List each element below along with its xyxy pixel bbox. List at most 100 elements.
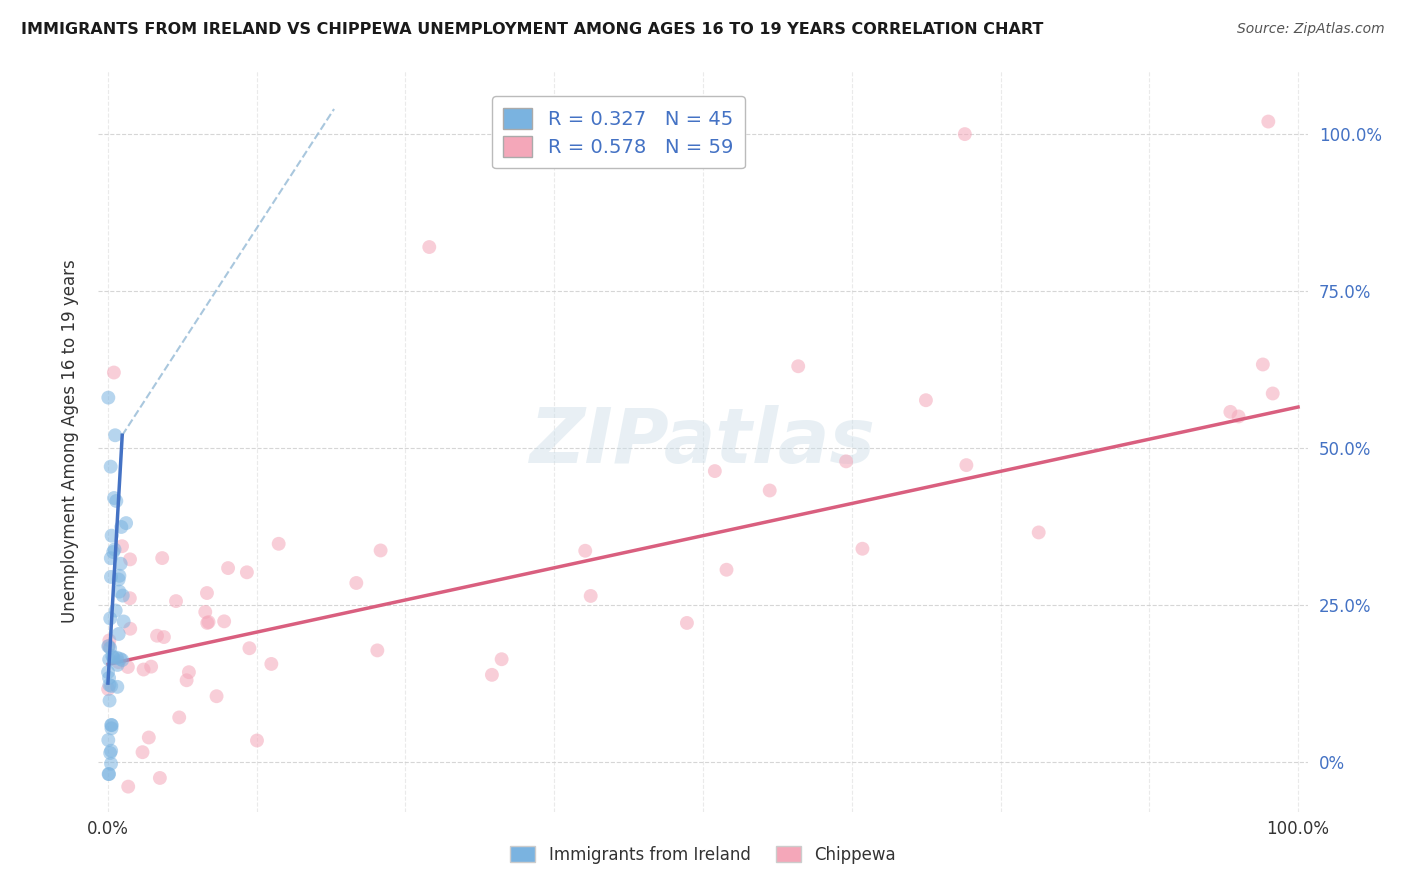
Text: Source: ZipAtlas.com: Source: ZipAtlas.com [1237, 22, 1385, 37]
Point [103, 542, 125, 557]
Point [105, 650, 128, 665]
Point [98, 671, 121, 685]
Point [117, 780, 139, 794]
Point [111, 653, 134, 667]
Point [1219, 405, 1241, 419]
Point [212, 615, 235, 629]
Point [195, 615, 218, 630]
Point [104, 603, 127, 617]
Point [97, 639, 120, 653]
Point [370, 543, 392, 558]
Point [98, 652, 121, 666]
Point [955, 458, 977, 472]
Point [111, 589, 134, 603]
Point [141, 659, 163, 673]
Point [105, 680, 128, 694]
Point [105, 494, 128, 508]
Text: IMMIGRANTS FROM IRELAND VS CHIPPEWA UNEMPLOYMENT AMONG AGES 16 TO 19 YEARS CORRE: IMMIGRANTS FROM IRELAND VS CHIPPEWA UNEM… [21, 22, 1043, 37]
Point [238, 641, 260, 656]
Point [98, 746, 121, 760]
Point [491, 652, 513, 666]
Point [107, 627, 129, 641]
Point [716, 563, 738, 577]
Point [1028, 525, 1050, 540]
Point [260, 657, 283, 671]
Point [97, 733, 120, 747]
Point [98, 633, 121, 648]
Point [98, 678, 121, 692]
Point [107, 573, 129, 587]
Point [217, 561, 239, 575]
Point [103, 650, 125, 665]
Point [97, 391, 120, 405]
Point [132, 663, 155, 677]
Point [103, 545, 125, 559]
Point [138, 731, 160, 745]
Point [100, 679, 122, 693]
Point [107, 657, 129, 672]
Point [195, 586, 218, 600]
Legend: R = 0.327   N = 45, R = 0.578   N = 59: R = 0.327 N = 45, R = 0.578 N = 59 [492, 95, 745, 169]
Point [787, 359, 810, 374]
Point [167, 710, 190, 724]
Point [267, 537, 290, 551]
Point [107, 655, 129, 669]
Text: ZIPatlas: ZIPatlas [530, 405, 876, 478]
Point [103, 366, 125, 380]
Point [100, 459, 122, 474]
Point [98, 611, 121, 625]
Point [108, 568, 131, 582]
Point [101, 649, 124, 664]
Point [1261, 386, 1284, 401]
Point [108, 584, 131, 599]
Point [97, 665, 120, 679]
Point [104, 428, 127, 442]
Point [579, 589, 602, 603]
Point [98, 693, 121, 707]
Point [481, 668, 503, 682]
Point [110, 557, 132, 571]
Point [153, 630, 176, 644]
Point [758, 483, 780, 498]
Point [149, 771, 172, 785]
Point [236, 566, 259, 580]
Point [97, 639, 120, 653]
Point [835, 454, 858, 468]
Point [100, 744, 122, 758]
Point [100, 756, 122, 771]
Point [98, 640, 121, 655]
Point [915, 393, 938, 408]
Point [851, 541, 873, 556]
Point [97, 682, 120, 697]
Y-axis label: Unemployment Among Ages 16 to 19 years: Unemployment Among Ages 16 to 19 years [60, 260, 79, 624]
Point [117, 660, 139, 674]
Point [1251, 358, 1274, 372]
Point [366, 643, 388, 657]
Point [115, 516, 138, 530]
Point [418, 240, 440, 254]
Point [131, 745, 153, 759]
Point [98, 767, 121, 781]
Point [120, 622, 142, 636]
Point [100, 718, 122, 732]
Point [574, 543, 596, 558]
Point [100, 570, 122, 584]
Point [97, 767, 120, 781]
Point [197, 615, 219, 629]
Point [953, 127, 976, 141]
Point [118, 591, 141, 606]
Point [100, 529, 122, 543]
Point [703, 464, 725, 478]
Point [100, 551, 122, 566]
Point [344, 576, 367, 591]
Point [103, 491, 125, 505]
Point [177, 665, 200, 680]
Point [150, 551, 173, 566]
Point [165, 594, 187, 608]
Point [1227, 409, 1250, 424]
Point [176, 673, 198, 688]
Point [146, 629, 169, 643]
Point [111, 539, 134, 553]
Point [676, 615, 699, 630]
Point [118, 552, 141, 566]
